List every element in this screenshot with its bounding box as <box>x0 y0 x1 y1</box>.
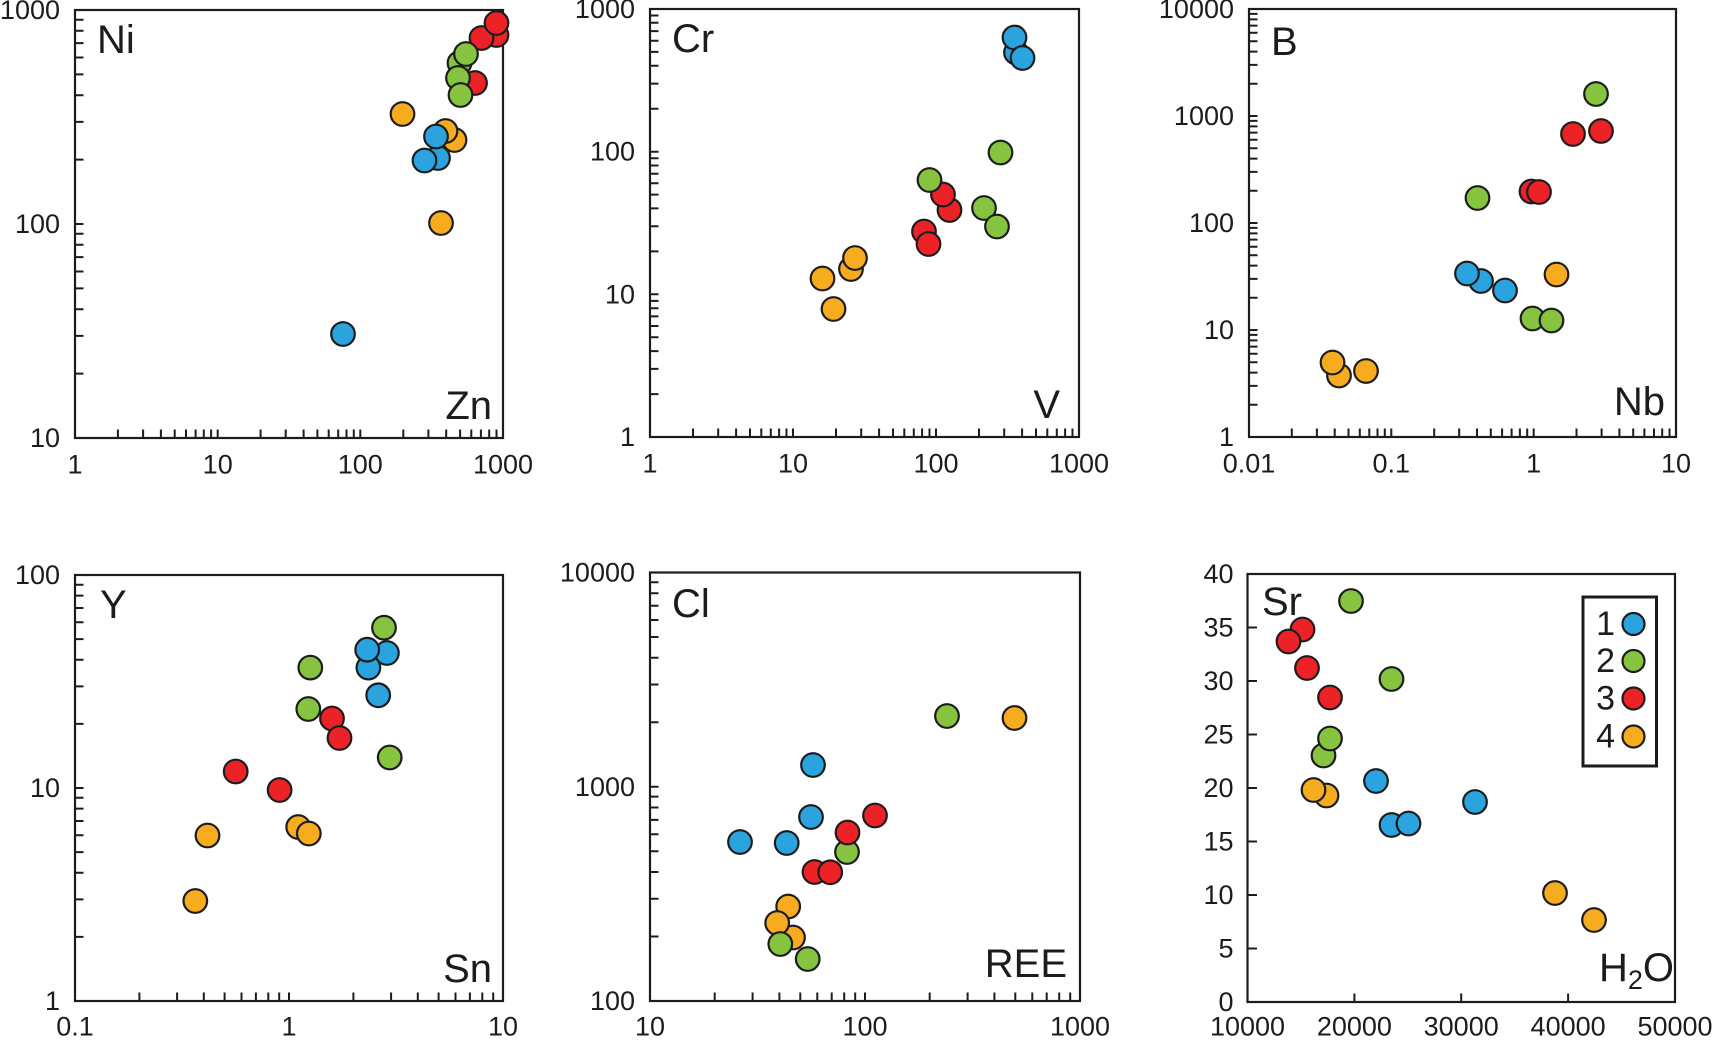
svg-text:1: 1 <box>281 1012 296 1040</box>
svg-text:Zn: Zn <box>445 384 492 428</box>
svg-text:10000: 10000 <box>560 558 635 588</box>
svg-text:1000: 1000 <box>0 0 60 25</box>
svg-text:0.1: 0.1 <box>1373 449 1411 479</box>
svg-text:25: 25 <box>1203 720 1233 750</box>
svg-text:Sr: Sr <box>1262 580 1302 624</box>
svg-text:10: 10 <box>635 1012 665 1040</box>
svg-text:35: 35 <box>1203 613 1233 643</box>
svg-text:REE: REE <box>985 942 1067 986</box>
svg-text:10: 10 <box>605 279 635 309</box>
svg-text:Ni: Ni <box>97 18 135 62</box>
svg-text:1000: 1000 <box>575 0 635 24</box>
svg-text:1: 1 <box>1526 449 1541 479</box>
svg-text:10: 10 <box>203 450 233 480</box>
svg-text:100: 100 <box>15 560 60 590</box>
svg-text:100: 100 <box>15 209 60 239</box>
svg-text:10: 10 <box>1203 880 1233 910</box>
svg-text:10: 10 <box>778 449 808 479</box>
svg-text:0.1: 0.1 <box>56 1012 94 1040</box>
svg-text:100: 100 <box>1189 208 1234 238</box>
svg-text:V: V <box>1033 383 1060 427</box>
svg-text:1: 1 <box>45 986 60 1016</box>
svg-text:100: 100 <box>913 449 958 479</box>
svg-text:20: 20 <box>1203 773 1233 803</box>
svg-text:0: 0 <box>1218 987 1233 1017</box>
svg-text:1000: 1000 <box>1050 1012 1110 1040</box>
svg-text:3: 3 <box>1596 680 1615 718</box>
svg-text:H2O: H2O <box>1599 946 1674 995</box>
svg-text:100: 100 <box>590 137 635 167</box>
svg-text:Cl: Cl <box>672 582 710 626</box>
svg-text:100: 100 <box>842 1012 887 1040</box>
svg-text:30: 30 <box>1203 666 1233 696</box>
svg-text:1: 1 <box>642 449 657 479</box>
svg-text:1000: 1000 <box>1174 101 1234 131</box>
svg-text:10: 10 <box>30 423 60 453</box>
svg-text:100: 100 <box>338 450 383 480</box>
svg-text:20000: 20000 <box>1317 1012 1392 1040</box>
svg-text:1: 1 <box>67 450 82 480</box>
svg-text:10: 10 <box>1661 449 1691 479</box>
svg-text:15: 15 <box>1203 827 1233 857</box>
svg-text:Y: Y <box>100 583 127 627</box>
svg-text:0.01: 0.01 <box>1223 449 1276 479</box>
svg-text:1: 1 <box>1219 422 1234 452</box>
svg-text:Cr: Cr <box>672 17 714 61</box>
svg-text:40000: 40000 <box>1531 1012 1606 1040</box>
svg-text:4: 4 <box>1596 718 1615 756</box>
svg-text:10: 10 <box>1204 315 1234 345</box>
svg-text:1000: 1000 <box>575 772 635 802</box>
svg-text:100: 100 <box>590 986 635 1016</box>
svg-text:Nb: Nb <box>1614 380 1665 424</box>
svg-text:1: 1 <box>1596 605 1615 643</box>
svg-text:10: 10 <box>30 773 60 803</box>
svg-text:Sn: Sn <box>443 947 492 991</box>
svg-text:10000: 10000 <box>1210 1012 1285 1040</box>
svg-text:40: 40 <box>1203 559 1233 589</box>
svg-text:2: 2 <box>1596 642 1615 680</box>
svg-text:30000: 30000 <box>1424 1012 1499 1040</box>
svg-text:1000: 1000 <box>1049 449 1109 479</box>
svg-text:1: 1 <box>620 422 635 452</box>
svg-text:1000: 1000 <box>473 450 533 480</box>
svg-text:5: 5 <box>1218 934 1233 964</box>
svg-text:10000: 10000 <box>1159 0 1234 24</box>
svg-text:10: 10 <box>488 1012 518 1040</box>
svg-text:B: B <box>1271 20 1298 64</box>
svg-text:50000: 50000 <box>1637 1012 1712 1040</box>
